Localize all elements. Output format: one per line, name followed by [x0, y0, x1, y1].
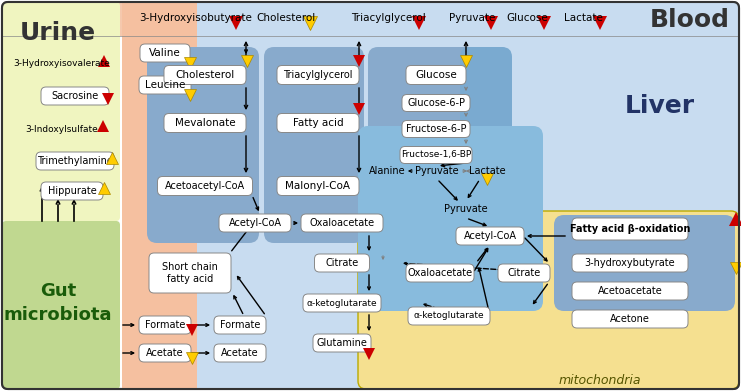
Text: Oxaloacetate: Oxaloacetate: [310, 218, 374, 228]
Text: 3-Hydroxyisovalerate: 3-Hydroxyisovalerate: [13, 59, 110, 68]
FancyBboxPatch shape: [140, 44, 190, 62]
FancyBboxPatch shape: [358, 126, 543, 311]
Text: Valine: Valine: [149, 48, 181, 58]
Text: Acetoacetyl-CoA: Acetoacetyl-CoA: [165, 181, 245, 191]
FancyBboxPatch shape: [264, 47, 364, 243]
FancyBboxPatch shape: [36, 152, 114, 170]
Text: Glucose: Glucose: [415, 70, 457, 80]
Text: Hippurate: Hippurate: [47, 186, 96, 196]
Text: Gut
microbiota: Gut microbiota: [4, 282, 112, 324]
Text: Acetoacetate: Acetoacetate: [598, 286, 662, 296]
FancyBboxPatch shape: [164, 113, 246, 133]
Text: Fatty acid: Fatty acid: [293, 118, 343, 128]
FancyBboxPatch shape: [41, 182, 103, 200]
Text: 3-Indoxylsulfate: 3-Indoxylsulfate: [26, 124, 99, 133]
Text: Citrate: Citrate: [508, 268, 541, 278]
FancyBboxPatch shape: [400, 147, 472, 163]
Text: Pyruvate: Pyruvate: [444, 204, 488, 214]
Text: 3-hydroxybutyrate: 3-hydroxybutyrate: [585, 258, 675, 268]
FancyBboxPatch shape: [2, 2, 120, 221]
Text: Acetyl-CoA: Acetyl-CoA: [464, 231, 516, 241]
Text: Urine: Urine: [20, 21, 96, 45]
FancyBboxPatch shape: [402, 95, 470, 111]
Text: Blood: Blood: [650, 8, 730, 32]
FancyBboxPatch shape: [277, 176, 359, 196]
Text: Sacrosine: Sacrosine: [51, 91, 99, 101]
Text: Pyruvate: Pyruvate: [415, 166, 459, 176]
FancyBboxPatch shape: [122, 2, 197, 389]
FancyBboxPatch shape: [572, 282, 688, 300]
Text: mitochondria: mitochondria: [559, 375, 641, 387]
Text: α-ketoglutarate: α-ketoglutarate: [307, 298, 377, 307]
FancyBboxPatch shape: [147, 47, 259, 243]
Text: Alanine: Alanine: [369, 166, 405, 176]
FancyBboxPatch shape: [164, 66, 246, 84]
Text: Malonyl-CoA: Malonyl-CoA: [285, 181, 350, 191]
FancyBboxPatch shape: [122, 2, 739, 389]
FancyBboxPatch shape: [314, 254, 370, 272]
FancyBboxPatch shape: [460, 47, 512, 243]
Text: Glucose: Glucose: [506, 13, 548, 23]
FancyBboxPatch shape: [2, 221, 120, 389]
FancyBboxPatch shape: [402, 120, 470, 138]
FancyBboxPatch shape: [572, 218, 688, 240]
Text: Lactate: Lactate: [564, 13, 602, 23]
Text: Triacylglycerol: Triacylglycerol: [350, 13, 425, 23]
FancyBboxPatch shape: [149, 253, 231, 293]
FancyBboxPatch shape: [301, 214, 383, 232]
FancyBboxPatch shape: [572, 310, 688, 328]
FancyBboxPatch shape: [313, 334, 371, 352]
Text: α-ketoglutarate: α-ketoglutarate: [413, 312, 485, 321]
FancyBboxPatch shape: [139, 76, 191, 94]
Text: Acetyl-CoA: Acetyl-CoA: [228, 218, 282, 228]
Text: 3-Hydroxyisobutyrate: 3-Hydroxyisobutyrate: [139, 13, 253, 23]
Text: Formate: Formate: [144, 320, 185, 330]
FancyBboxPatch shape: [277, 113, 359, 133]
Text: Glutamine: Glutamine: [316, 338, 368, 348]
FancyBboxPatch shape: [303, 294, 381, 312]
FancyBboxPatch shape: [2, 2, 739, 36]
Text: Mevalonate: Mevalonate: [175, 118, 236, 128]
FancyBboxPatch shape: [158, 176, 253, 196]
Text: Liver: Liver: [625, 94, 695, 118]
FancyBboxPatch shape: [219, 214, 291, 232]
FancyBboxPatch shape: [408, 307, 490, 325]
Text: Acetate: Acetate: [146, 348, 184, 358]
Text: Fructose-1,6-BP: Fructose-1,6-BP: [401, 151, 471, 160]
Text: Short chain
fatty acid: Short chain fatty acid: [162, 262, 218, 284]
Text: Lactate: Lactate: [469, 166, 505, 176]
FancyBboxPatch shape: [572, 254, 688, 272]
FancyBboxPatch shape: [139, 316, 191, 334]
Text: Fructose-6-P: Fructose-6-P: [406, 124, 466, 134]
FancyBboxPatch shape: [41, 87, 109, 105]
Text: Citrate: Citrate: [325, 258, 359, 268]
Text: Leucine: Leucine: [144, 80, 185, 90]
FancyBboxPatch shape: [456, 227, 524, 245]
FancyBboxPatch shape: [214, 316, 266, 334]
FancyBboxPatch shape: [406, 264, 474, 282]
FancyBboxPatch shape: [554, 215, 735, 311]
Text: Formate: Formate: [220, 320, 260, 330]
FancyBboxPatch shape: [277, 66, 359, 84]
Text: Cholesterol: Cholesterol: [256, 13, 316, 23]
Text: Acetone: Acetone: [610, 314, 650, 324]
FancyBboxPatch shape: [139, 344, 191, 362]
FancyBboxPatch shape: [368, 47, 510, 203]
FancyBboxPatch shape: [214, 344, 266, 362]
Text: Fatty acid β-oxidation: Fatty acid β-oxidation: [570, 224, 690, 234]
FancyBboxPatch shape: [358, 211, 739, 389]
Text: Triacylglycerol: Triacylglycerol: [283, 70, 353, 80]
Text: Cholesterol: Cholesterol: [176, 70, 235, 80]
Text: Acetate: Acetate: [221, 348, 259, 358]
Text: Oxaloacetate: Oxaloacetate: [408, 268, 473, 278]
Text: Glucose-6-P: Glucose-6-P: [407, 98, 465, 108]
FancyBboxPatch shape: [498, 264, 550, 282]
Text: Pyruvate: Pyruvate: [449, 13, 495, 23]
Text: Trimethylamine: Trimethylamine: [37, 156, 113, 166]
FancyBboxPatch shape: [406, 66, 466, 84]
